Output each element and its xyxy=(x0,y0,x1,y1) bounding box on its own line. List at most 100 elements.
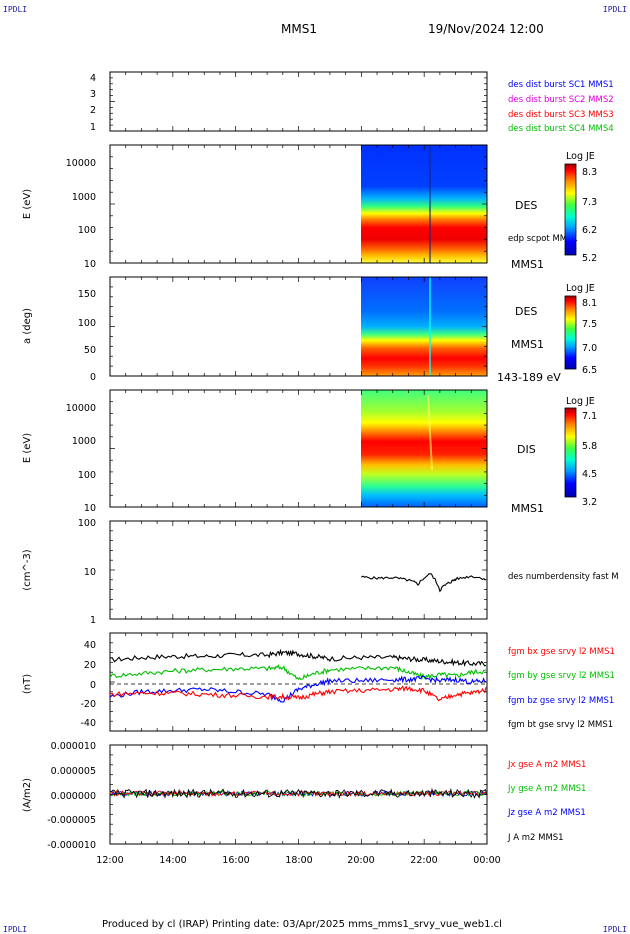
ytick: 40 xyxy=(84,640,96,651)
colorbar-title: Log JE xyxy=(566,396,595,407)
legend-entry: fgm bx gse srvy l2 MMS1 xyxy=(508,647,615,657)
ytick: -0.000005 xyxy=(47,815,96,826)
corner-logo-bl: IPDLI xyxy=(3,925,28,934)
ytick: 150 xyxy=(78,289,96,300)
bottom-label: MMS1 xyxy=(511,258,544,271)
legend-entry: Jz gse A m2 MMS1 xyxy=(507,808,586,818)
side-label-2: MMS1 xyxy=(511,338,544,351)
legend-entry: Jy gse A m2 MMS1 xyxy=(507,784,586,794)
colorbar-tick: 7.1 xyxy=(582,411,597,422)
panel-des-pitch: 150 100 50 0 a (deg) DES MMS1 143-189 eV… xyxy=(22,276,597,384)
current-line xyxy=(109,787,488,799)
side-label: DIS xyxy=(517,443,536,456)
ytick: 2 xyxy=(90,105,96,116)
corner-logo-tl: IPDLI xyxy=(3,5,28,14)
panel-burst-frame xyxy=(109,71,488,132)
ytick: -40 xyxy=(80,718,96,729)
colorbar-tick: 6.2 xyxy=(582,225,597,236)
bfield-line xyxy=(109,648,487,667)
ytick: 0.000000 xyxy=(51,791,96,802)
legend-entry: des numberdensity fast M xyxy=(508,572,619,582)
mission-title: MMS1 xyxy=(281,22,317,36)
ytick: 100 xyxy=(78,318,96,329)
xtick: 18:00 xyxy=(285,855,312,866)
ylabel: E (eV) xyxy=(22,433,33,463)
ytick: 100 xyxy=(78,470,96,481)
ytick: -20 xyxy=(80,699,96,710)
ytick: 10 xyxy=(84,567,96,578)
ytick: 20 xyxy=(84,660,96,671)
panel-des-energy: 10000 1000 100 10 E (eV) DES edp scpot M… xyxy=(22,144,597,271)
legend-entry: des dist burst SC1 MMS1 xyxy=(508,80,614,90)
bottom-label: 143-189 eV xyxy=(497,371,561,384)
panel-burst: 4 3 2 1 xyxy=(90,71,488,133)
ytick: 100 xyxy=(78,518,96,529)
bfield-line xyxy=(109,675,486,703)
current-series-lines xyxy=(109,787,488,799)
legend-entry: fgm bt gse srvy l2 MMS1 xyxy=(508,720,613,730)
spectrogram-feature xyxy=(427,394,433,471)
panel-density: 100 10 1 (cm^-3) des numberdensity fast … xyxy=(22,518,619,626)
colorbar-title: Log JE xyxy=(566,283,595,294)
ylabel: (A/m2) xyxy=(22,778,33,812)
panel-current: 0.000010 0.000005 0.000000 -0.000005 -0.… xyxy=(22,741,586,851)
colorbar xyxy=(564,407,577,498)
xtick: 20:00 xyxy=(347,855,374,866)
ytick: 10000 xyxy=(66,403,96,414)
panel-density-frame xyxy=(109,520,488,620)
colorbar xyxy=(564,163,577,256)
ytick: 10 xyxy=(84,259,96,270)
side-label: DES xyxy=(515,199,537,212)
ytick: 1000 xyxy=(72,436,96,447)
ylabel: (cm^-3) xyxy=(22,549,33,590)
legend-entry: des dist burst SC2 MMS2 xyxy=(508,95,614,105)
legend-entry: des dist burst SC3 MMS3 xyxy=(508,110,614,120)
colorbar-tick: 3.2 xyxy=(582,497,597,508)
axis-tickmarks xyxy=(109,71,488,845)
ytick: 1000 xyxy=(72,192,96,203)
legend-entry: fgm bz gse srvy l2 MMS1 xyxy=(508,696,614,706)
legend-entry: des dist burst SC4 MMS4 xyxy=(508,124,614,134)
time-axis: 12:00 14:00 16:00 18:00 20:00 22:00 00:0… xyxy=(96,855,500,866)
ytick: 0 xyxy=(90,372,96,383)
colorbar-tick: 7.3 xyxy=(582,197,597,208)
ytick: 0.000010 xyxy=(51,741,96,752)
bottom-label: MMS1 xyxy=(511,502,544,515)
bfield-line xyxy=(109,664,487,681)
corner-logo-tr: IPDLI xyxy=(602,5,627,14)
colorbar-tick: 4.5 xyxy=(582,469,597,480)
legend-entry: Jx gse A m2 MMS1 xyxy=(507,760,586,770)
bfield-line xyxy=(109,685,487,702)
ytick: -0.000010 xyxy=(47,840,96,851)
date-title: 19/Nov/2024 12:00 xyxy=(428,22,544,36)
xtick: 14:00 xyxy=(159,855,186,866)
xtick: 12:00 xyxy=(96,855,123,866)
colorbar-tick: 7.0 xyxy=(582,343,597,354)
ytick: 4 xyxy=(90,73,96,84)
colorbar-title: Log JE xyxy=(566,151,595,162)
ytick: 0.000005 xyxy=(51,766,96,777)
ytick: 1 xyxy=(90,122,96,133)
ytick: 50 xyxy=(84,345,96,356)
density-series-line xyxy=(361,572,486,593)
colorbar-tick: 5.2 xyxy=(582,253,597,264)
colorbar-tick: 5.8 xyxy=(582,441,597,452)
xtick: 16:00 xyxy=(222,855,249,866)
legend-entry: J A m2 MMS1 xyxy=(507,833,564,843)
corner-logo-br: IPDLI xyxy=(602,925,627,934)
colorbar-tick: 8.3 xyxy=(582,167,597,178)
ytick: 10 xyxy=(84,503,96,514)
footer-credits: Produced by cl (IRAP) Printing date: 03/… xyxy=(102,919,502,930)
side-label: DES xyxy=(515,305,537,318)
colorbar xyxy=(564,295,577,370)
ylabel: E (eV) xyxy=(22,189,33,219)
xtick: 22:00 xyxy=(410,855,437,866)
panel-burst-yticks: 4 3 2 1 xyxy=(90,73,96,133)
ytick: 1 xyxy=(90,615,96,626)
colorbar-tick: 8.1 xyxy=(582,298,597,309)
stacked-plot-figure: 4 3 2 1 10000 1000 100 10 E (eV) DES edp… xyxy=(22,71,619,866)
des-energy-spectrogram xyxy=(361,145,487,263)
ylabel: a (deg) xyxy=(22,308,33,344)
legend-entry: fgm by gse srvy l2 MMS1 xyxy=(508,671,615,681)
xtick: 00:00 xyxy=(473,855,500,866)
